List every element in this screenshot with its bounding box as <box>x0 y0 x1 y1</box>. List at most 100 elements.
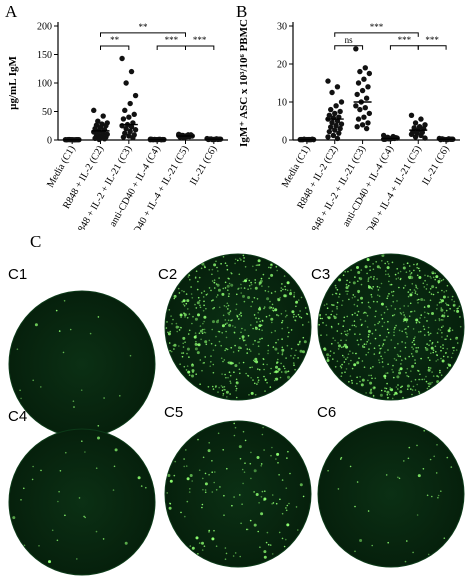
fluorescent-spot <box>253 469 257 473</box>
fluorescent-spot <box>435 350 437 353</box>
fluorescent-spot <box>270 292 273 294</box>
fluorescent-spot <box>399 390 403 394</box>
fluorescent-spot <box>243 260 245 262</box>
fluorescent-spot <box>410 272 413 274</box>
fluorescent-spot <box>196 301 200 305</box>
fluorescent-spot <box>124 541 128 545</box>
fluorescent-spot <box>226 467 228 470</box>
fluorescent-spot <box>226 264 228 267</box>
fluorescent-spot <box>367 339 370 341</box>
fluorescent-spot <box>428 366 430 369</box>
fluorescent-spot <box>220 263 222 265</box>
fluorescent-spot <box>359 539 363 542</box>
fluorescent-spot <box>392 314 394 317</box>
fluorescent-spot <box>416 514 419 516</box>
fluorescent-spot <box>350 359 352 362</box>
fluorescent-spot <box>217 391 219 393</box>
fluorescent-spot <box>354 333 356 335</box>
fluorescent-spot <box>216 294 219 296</box>
fluorescent-spot <box>252 379 254 381</box>
fluorescent-spot <box>259 546 261 548</box>
fluorescent-spot <box>255 317 257 319</box>
fluorescent-spot <box>246 348 249 350</box>
fluorescent-spot <box>437 376 440 378</box>
fluorescent-spot <box>392 300 395 303</box>
fluorescent-spot <box>213 287 216 289</box>
fluorescent-spot <box>250 281 252 284</box>
fluorescent-spot <box>384 351 386 354</box>
fluorescent-spot <box>436 308 438 310</box>
fluorescent-spot <box>392 364 394 367</box>
fluorescent-spot <box>302 324 304 326</box>
fluorescent-spot <box>180 326 182 329</box>
fluorescent-spot <box>425 348 429 351</box>
fluorescent-spot <box>374 329 377 331</box>
fluorescent-spot <box>254 281 257 284</box>
fluorescent-spot <box>446 456 449 459</box>
data-point <box>328 124 334 130</box>
fluorescent-spot <box>413 269 415 272</box>
fluorescent-spot <box>249 350 252 352</box>
fluorescent-spot <box>200 267 203 270</box>
fluorescent-spot <box>271 303 274 306</box>
significance-bracket <box>389 45 419 50</box>
fluorescent-spot <box>411 341 414 344</box>
fluorescent-spot <box>338 278 342 282</box>
fluorescent-spot <box>23 544 26 547</box>
data-point <box>422 135 428 141</box>
fluorescent-spot <box>402 396 404 399</box>
fluorescent-spot <box>225 376 227 379</box>
fluorescent-spot <box>183 458 185 460</box>
fluorescent-spot <box>177 287 180 290</box>
fluorescent-spot <box>345 290 347 292</box>
fluorescent-spot <box>416 444 418 447</box>
fluorescent-spot <box>440 319 443 321</box>
fluorescent-spot <box>237 259 239 262</box>
fluorescent-spot <box>273 371 276 373</box>
fluorescent-spot <box>390 305 393 307</box>
fluorescent-spot <box>459 325 462 328</box>
fluorescent-spot <box>261 490 264 493</box>
fluorescent-spot <box>257 259 261 263</box>
fluorescent-spot <box>396 268 398 270</box>
fluorescent-spot <box>186 352 188 355</box>
fluorescent-spot <box>333 316 337 320</box>
fluorescent-spot <box>450 466 453 468</box>
data-point <box>332 127 338 133</box>
fluorescent-spot <box>387 363 389 365</box>
fluorescent-spot <box>418 392 421 394</box>
significance-label: *** <box>165 35 179 45</box>
fluorescent-spot <box>445 290 448 292</box>
fluorescent-spot <box>400 277 402 280</box>
significance-bracket <box>156 45 186 50</box>
fluorescent-spot <box>336 301 339 304</box>
fluorescent-spot <box>208 339 211 342</box>
fluorescent-spot <box>451 295 454 298</box>
fluorescent-spot <box>368 348 370 350</box>
fluorescent-spot <box>414 336 416 338</box>
fluorescent-spot <box>365 354 367 356</box>
fluorescent-spot <box>290 347 293 350</box>
fluorescent-spot <box>263 306 266 308</box>
fluorescent-spot <box>434 319 437 322</box>
fluorescent-spot <box>402 311 405 314</box>
fluorescent-spot <box>238 273 241 276</box>
fluorescent-spot <box>102 538 105 540</box>
microscopy-well-c6 <box>317 420 465 568</box>
fluorescent-spot <box>203 304 205 307</box>
fluorescent-spot <box>369 367 372 369</box>
fluorescent-spot <box>368 374 370 377</box>
fluorescent-spot <box>89 332 92 335</box>
fluorescent-spot <box>409 273 412 275</box>
fluorescent-spot <box>238 318 240 320</box>
fluorescent-spot <box>351 382 353 384</box>
fluorescent-spot <box>354 312 356 314</box>
fluorescent-spot <box>386 297 388 300</box>
fluorescent-spot <box>347 285 350 287</box>
fluorescent-spot <box>31 478 34 481</box>
fluorescent-spot <box>356 361 360 365</box>
fluorescent-spot <box>326 359 330 362</box>
fluorescent-spot <box>386 308 389 311</box>
fluorescent-spot <box>418 378 420 381</box>
fluorescent-spot <box>346 293 348 295</box>
